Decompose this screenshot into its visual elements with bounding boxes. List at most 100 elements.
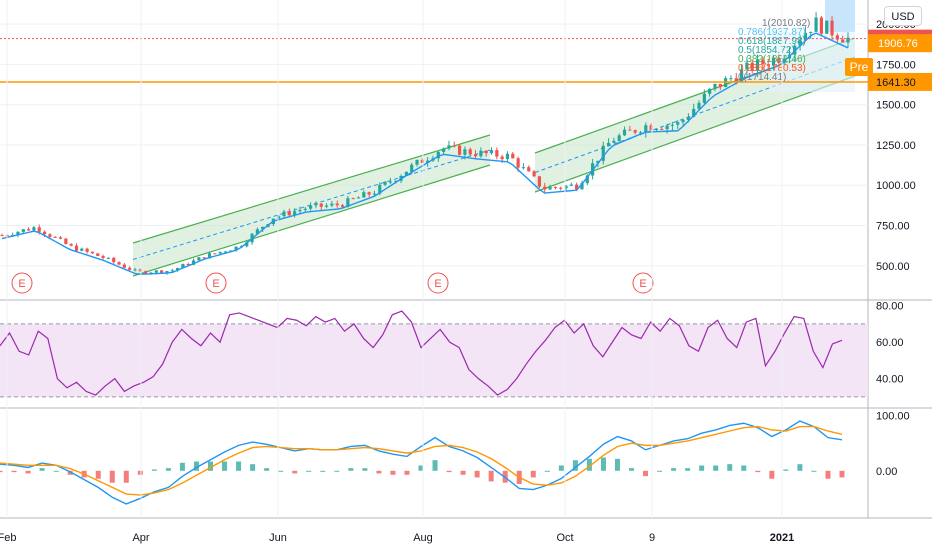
candle-body — [106, 257, 111, 259]
time-label-aug: Aug — [413, 532, 433, 544]
candle-body — [825, 20, 829, 34]
macd-histogram-bar — [839, 470, 845, 478]
currency-button[interactable]: USD — [884, 6, 922, 26]
macd-histogram-bar — [208, 461, 213, 471]
candle-body — [234, 246, 238, 251]
candle-body — [809, 31, 813, 33]
macd-histogram-bar — [123, 470, 129, 483]
macd-histogram-bar — [699, 465, 705, 471]
fib-level-label: 0.236(1780.53) — [738, 63, 806, 74]
candle-body — [74, 245, 79, 251]
price-tick-label: 1250.00 — [876, 140, 916, 152]
macd-histogram-bar — [151, 469, 157, 471]
candle-body — [69, 244, 73, 246]
candle-body — [521, 167, 526, 169]
candle-body — [191, 260, 196, 265]
candle-body — [197, 257, 201, 261]
macd-histogram-bar — [334, 470, 340, 472]
time-label-feb: Feb — [0, 532, 16, 544]
macd-histogram-bar — [53, 470, 59, 472]
macd-histogram-bar — [109, 470, 115, 483]
rsi-band — [0, 323, 868, 397]
candle-body — [718, 83, 722, 88]
candle-body — [750, 62, 754, 71]
candle-body — [543, 186, 547, 190]
candle-body — [42, 231, 47, 235]
candle-body — [580, 183, 584, 190]
candle-body — [282, 211, 286, 217]
candle-body — [649, 125, 653, 130]
candle-body — [596, 160, 600, 164]
level-price-label: 1641.30 — [876, 77, 916, 89]
macd-histogram-bar — [755, 470, 761, 473]
macd-histogram-bar — [418, 465, 424, 471]
channel-1-midline — [132, 149, 491, 260]
price-tick-label: 750.00 — [876, 221, 910, 233]
candle-body — [287, 211, 291, 216]
channel-2-lower — [534, 75, 856, 193]
candle-body — [426, 160, 430, 163]
candle-body — [505, 153, 510, 160]
candle-body — [617, 135, 621, 141]
candle-body — [351, 198, 355, 200]
macd-histogram-bar — [137, 470, 143, 475]
candle-body — [207, 253, 212, 259]
macd-histogram-bar — [264, 468, 270, 471]
premarket-price-label: 1906.76 — [878, 38, 918, 50]
macd-line — [0, 420, 843, 505]
candle-body — [686, 116, 690, 120]
candle-body — [777, 57, 781, 63]
earnings-marker — [427, 272, 449, 294]
candle-body — [835, 35, 839, 40]
earnings-marker — [632, 272, 654, 294]
macd-histogram-bar — [629, 468, 634, 471]
fib-level-label: 0.786(1937.87) — [738, 27, 806, 38]
candle-body — [213, 253, 217, 255]
candle-body — [729, 78, 733, 80]
macd-tick-label: 0.00 — [876, 466, 897, 478]
candle-body — [516, 158, 520, 168]
candle-body — [16, 231, 20, 236]
candle-body — [601, 145, 605, 161]
macd-tick-label: 100.00 — [876, 411, 910, 423]
candle-body — [372, 193, 377, 195]
candle-body — [489, 150, 494, 154]
level-price-label-bg — [868, 72, 932, 91]
time-label-9: 9 — [649, 532, 655, 544]
candle-body — [324, 205, 329, 207]
candle-body — [218, 251, 222, 254]
candle-body — [255, 229, 259, 234]
macd-histogram-bar — [600, 457, 606, 471]
candle-body — [564, 185, 568, 189]
macd-histogram-bar — [685, 468, 691, 471]
candle-body — [202, 257, 206, 259]
macd-histogram-bar — [39, 468, 45, 471]
candle-body — [739, 69, 744, 82]
macd-histogram-bar — [474, 470, 480, 478]
candle-body — [170, 270, 174, 272]
candle-body — [457, 145, 462, 155]
candle-body — [96, 253, 100, 257]
candle-body — [186, 264, 190, 266]
candle-body — [330, 203, 334, 206]
macd-histogram-bar — [95, 470, 101, 479]
candle-body — [708, 88, 712, 94]
rsi-tick-label: 80.00 — [876, 301, 904, 313]
candle-body — [644, 125, 648, 133]
candle-body — [628, 129, 632, 131]
candle-body — [670, 124, 675, 126]
macd-histogram-bar — [671, 468, 677, 471]
candle-body — [138, 269, 142, 272]
macd-histogram-bar — [404, 470, 410, 475]
candle-body — [356, 197, 361, 199]
fib-level-label: 0.5(1854.72) — [738, 45, 795, 56]
macd-histogram-bar — [67, 470, 73, 475]
candle-body — [447, 145, 451, 149]
candle-body — [612, 140, 616, 143]
candle-body — [21, 229, 25, 232]
macd-histogram-bar — [193, 461, 199, 471]
candle-body — [64, 238, 68, 245]
macd-histogram-bar — [0, 470, 3, 473]
